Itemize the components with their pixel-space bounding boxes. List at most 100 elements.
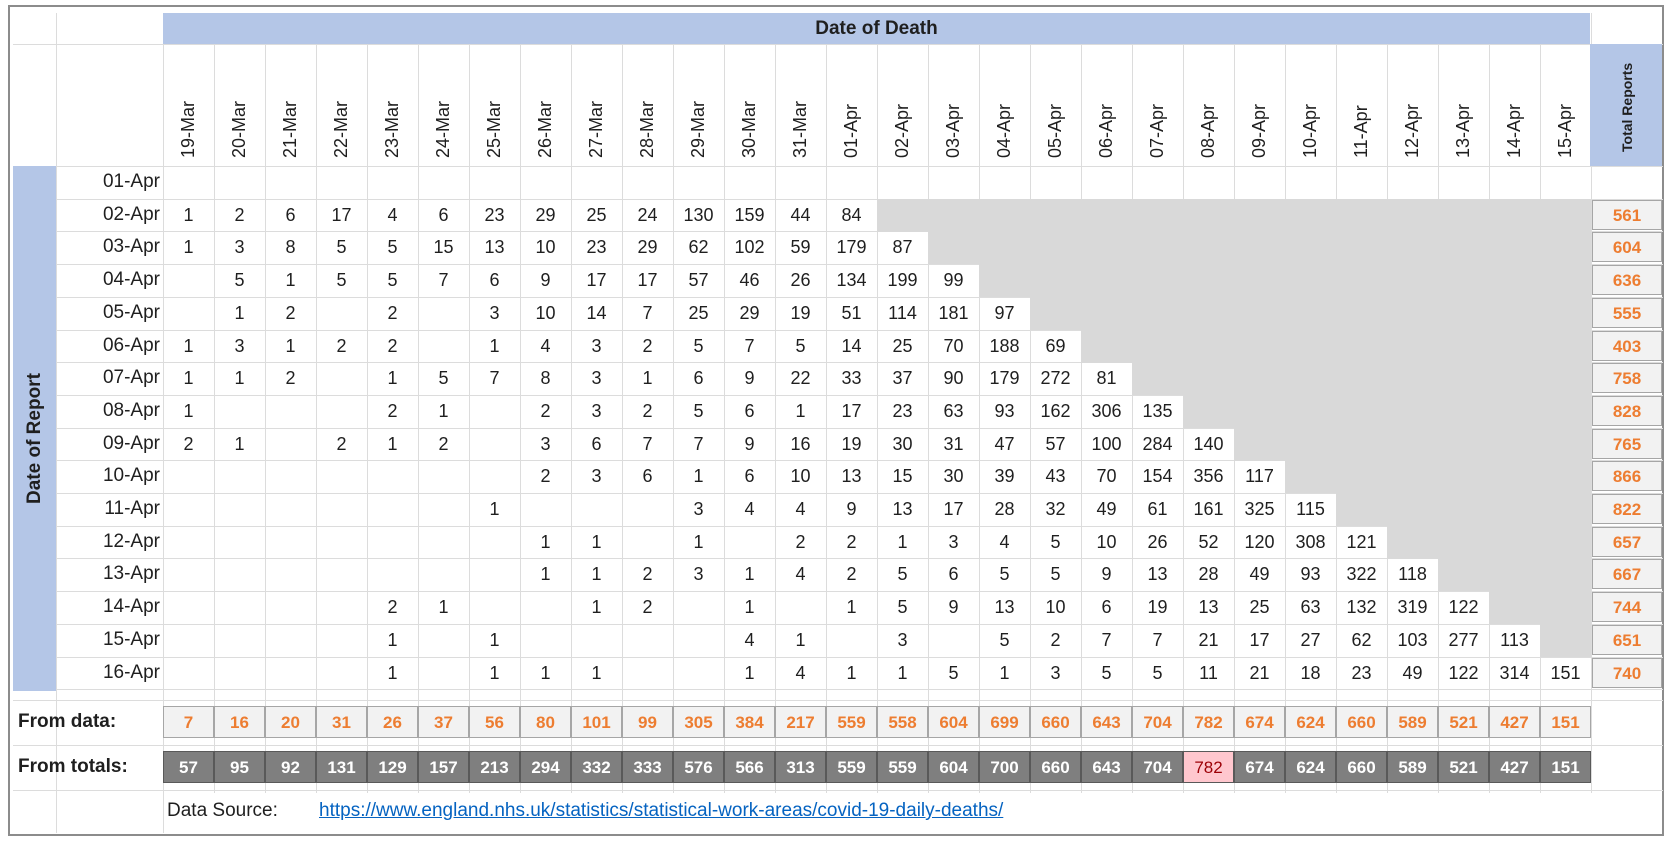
table-cell: [1336, 493, 1387, 525]
table-cell: [1387, 428, 1438, 460]
table-cell: 5: [948, 663, 959, 683]
table-cell: 2: [642, 597, 653, 617]
table-cell: [418, 460, 469, 492]
table-cell: 4: [540, 336, 551, 356]
death-date-header: 21-Mar: [280, 100, 300, 158]
table-cell: 306: [1091, 401, 1122, 421]
table-cell: [163, 657, 214, 689]
report-date-label: 07-Apr: [102, 367, 160, 388]
table-cell: [520, 493, 571, 525]
table-cell: [1540, 526, 1591, 558]
table-cell: 6: [693, 368, 704, 388]
table-cell: [265, 657, 316, 689]
table-cell: [1540, 362, 1591, 394]
table-cell: [1387, 460, 1438, 492]
from-totals-cell: 660: [1336, 751, 1387, 783]
table-cell: [775, 166, 826, 198]
table-cell: [265, 526, 316, 558]
from-totals-cell: 624: [1285, 751, 1336, 783]
table-cell: 93: [1300, 564, 1321, 584]
table-cell: 1: [183, 401, 194, 421]
from-totals-cell: 674: [1234, 751, 1285, 783]
table-cell: 3: [1050, 663, 1061, 683]
table-cell: 5: [693, 401, 704, 421]
table-cell: [1234, 231, 1285, 263]
total-reports-cell: 667: [1592, 559, 1662, 589]
table-cell: 17: [637, 270, 658, 290]
table-cell: [826, 624, 877, 656]
table-cell: 59: [790, 237, 811, 257]
table-cell: [367, 526, 418, 558]
table-cell: 5: [897, 597, 908, 617]
data-source-link[interactable]: https://www.england.nhs.uk/statistics/st…: [319, 800, 1004, 821]
table-cell: 356: [1193, 466, 1224, 486]
table-cell: 2: [336, 434, 347, 454]
table-cell: 57: [688, 270, 709, 290]
table-cell: [469, 591, 520, 623]
table-cell: [163, 297, 214, 329]
death-date-header: 06-Apr: [1096, 103, 1116, 158]
table-cell: [469, 526, 520, 558]
table-cell: [1234, 199, 1285, 231]
death-date-header: 22-Mar: [331, 100, 351, 158]
from-totals-cell: 704: [1132, 751, 1183, 783]
table-cell: [1387, 395, 1438, 427]
total-reports-cell: 866: [1592, 461, 1662, 491]
table-cell: 7: [642, 303, 653, 323]
table-cell: 4: [744, 630, 755, 650]
table-cell: 4: [795, 499, 806, 519]
table-cell: [316, 526, 367, 558]
table-cell: 1: [642, 368, 653, 388]
table-cell: [1285, 330, 1336, 362]
table-cell: 5: [999, 630, 1010, 650]
table-cell: [1285, 264, 1336, 296]
table-cell: [1336, 395, 1387, 427]
table-cell: 1: [489, 336, 500, 356]
table-cell: [877, 199, 928, 231]
table-cell: 277: [1448, 630, 1479, 650]
table-cell: [1489, 297, 1540, 329]
table-cell: 1: [693, 466, 704, 486]
table-cell: 130: [683, 205, 714, 225]
death-date-header: 12-Apr: [1402, 103, 1422, 158]
table-cell: 14: [841, 336, 862, 356]
table-cell: [1387, 362, 1438, 394]
table-cell: [673, 591, 724, 623]
table-cell: [316, 362, 367, 394]
table-cell: [1438, 199, 1489, 231]
table-cell: 121: [1346, 532, 1377, 552]
table-cell: 23: [484, 205, 505, 225]
table-cell: [1030, 199, 1081, 231]
table-cell: 5: [387, 237, 398, 257]
table-cell: [520, 166, 571, 198]
table-cell: 26: [790, 270, 811, 290]
from-totals-cell: 643: [1081, 751, 1132, 783]
table-cell: [622, 657, 673, 689]
table-cell: [469, 395, 520, 427]
table-cell: [163, 558, 214, 590]
table-cell: 13: [994, 597, 1015, 617]
report-date-label: 12-Apr: [102, 531, 160, 552]
table-cell: [316, 166, 367, 198]
table-cell: 1: [285, 336, 296, 356]
table-cell: [826, 166, 877, 198]
table-cell: [367, 493, 418, 525]
table-cell: [1234, 297, 1285, 329]
table-cell: 29: [535, 205, 556, 225]
table-cell: [1387, 493, 1438, 525]
table-cell: 1: [540, 564, 551, 584]
table-cell: [1438, 428, 1489, 460]
from-data-cell: 20: [265, 706, 316, 738]
table-cell: [418, 166, 469, 198]
death-date-header: 03-Apr: [943, 103, 963, 158]
table-cell: 1: [693, 532, 704, 552]
table-cell: 3: [948, 532, 959, 552]
from-totals-cell: 576: [673, 751, 724, 783]
table-cell: 113: [1500, 630, 1529, 650]
table-cell: 2: [540, 466, 551, 486]
table-cell: [1285, 297, 1336, 329]
table-cell: 1: [846, 597, 857, 617]
table-cell: 25: [688, 303, 709, 323]
from-data-cell: 37: [418, 706, 469, 738]
table-cell: [1183, 199, 1234, 231]
